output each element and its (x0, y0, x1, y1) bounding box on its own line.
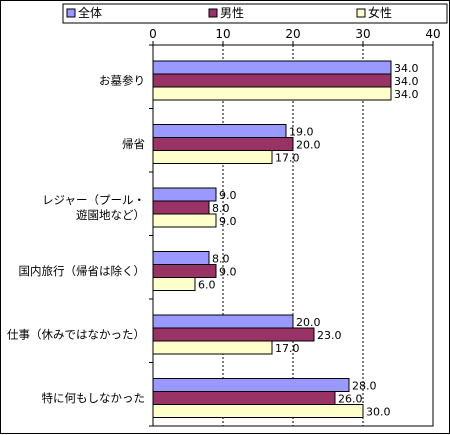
category-label: 仕事（休みではなかった） (7, 328, 145, 342)
legend-label: 男性 (220, 6, 244, 20)
category-label: お墓参り (99, 74, 145, 88)
category-label: レジャー（プール・ (42, 193, 145, 207)
x-tick-label: 0 (149, 27, 157, 41)
data-label: 19.0 (289, 126, 314, 139)
bar (152, 340, 273, 355)
data-label: 20.0 (296, 139, 321, 152)
data-label: 34.0 (394, 62, 419, 75)
data-label: 9.0 (219, 266, 237, 279)
data-label: 17.0 (275, 342, 300, 355)
data-label: 34.0 (394, 75, 419, 88)
bar (152, 150, 273, 164)
data-label: 28.0 (352, 380, 377, 393)
legend-label: 女性 (368, 5, 392, 20)
category-label: 遊園地など） (76, 208, 145, 222)
bar (152, 404, 364, 418)
bar (152, 264, 217, 278)
category-label: 帰省 (122, 137, 145, 151)
x-tick-label: 30 (355, 27, 370, 41)
bar (152, 277, 196, 291)
data-label: 8.0 (212, 202, 230, 215)
legend-label: 全体 (78, 5, 102, 20)
data-label: 9.0 (219, 215, 237, 228)
bar (152, 73, 392, 88)
data-label: 30.0 (366, 406, 391, 419)
bar (152, 137, 294, 151)
data-label: 9.0 (219, 189, 237, 202)
bar (152, 187, 217, 202)
data-label: 6.0 (198, 279, 216, 292)
bar (152, 378, 350, 392)
x-tick-label: 10 (215, 27, 230, 41)
category-label: 国内旅行（帰省は除く） (19, 264, 146, 278)
bar (152, 314, 294, 329)
legend-swatch (66, 8, 76, 18)
x-tick-label: 20 (285, 27, 300, 41)
legend-swatch (208, 8, 218, 18)
bar (152, 213, 217, 228)
x-tick-label: 40 (425, 27, 440, 41)
data-label: 23.0 (317, 329, 342, 342)
bar (152, 60, 392, 75)
data-label: 8.0 (212, 253, 230, 266)
bar (152, 86, 392, 101)
legend-swatch (356, 8, 366, 18)
category-label: 特に何もしなかった (42, 391, 146, 405)
bar (152, 327, 315, 342)
data-label: 34.0 (394, 88, 419, 101)
data-label: 17.0 (275, 152, 300, 165)
bar (152, 200, 210, 215)
data-label: 20.0 (296, 316, 321, 329)
bar (152, 391, 336, 405)
legend-box (62, 3, 448, 24)
bar (152, 124, 287, 138)
bar (152, 251, 210, 265)
data-label: 26.0 (338, 393, 363, 406)
